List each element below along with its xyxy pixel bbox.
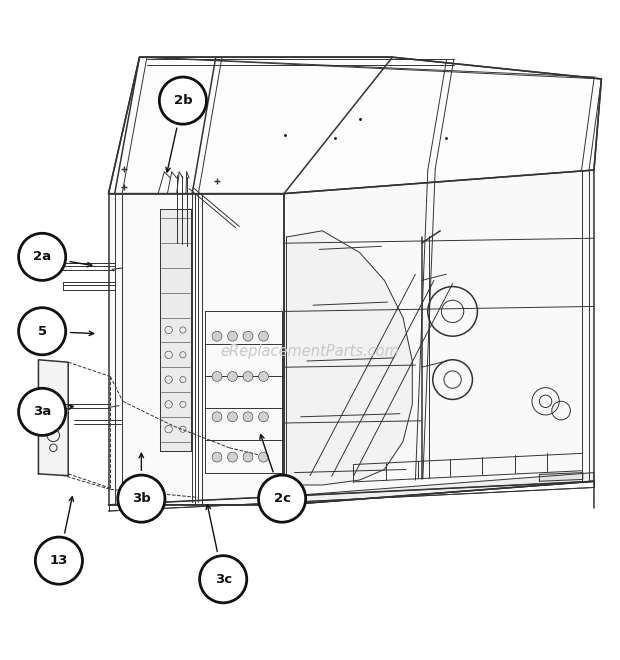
Polygon shape: [285, 473, 594, 505]
Text: 3c: 3c: [215, 573, 232, 585]
Circle shape: [243, 331, 253, 341]
Circle shape: [259, 452, 268, 462]
Circle shape: [228, 331, 237, 341]
Text: 3b: 3b: [132, 492, 151, 505]
Circle shape: [259, 475, 306, 522]
Circle shape: [228, 452, 237, 462]
Text: 2b: 2b: [174, 94, 192, 107]
Circle shape: [19, 388, 66, 436]
Polygon shape: [38, 360, 68, 476]
Circle shape: [243, 412, 253, 422]
Polygon shape: [286, 231, 412, 485]
Circle shape: [243, 372, 253, 381]
Circle shape: [19, 233, 66, 280]
Circle shape: [200, 556, 247, 603]
Text: 2a: 2a: [33, 250, 51, 263]
Polygon shape: [284, 170, 594, 505]
Text: eReplacementParts.com: eReplacementParts.com: [221, 345, 399, 359]
Circle shape: [118, 475, 165, 522]
Circle shape: [259, 412, 268, 422]
Polygon shape: [539, 473, 583, 481]
Text: 5: 5: [38, 325, 46, 338]
Polygon shape: [108, 57, 601, 193]
Polygon shape: [108, 193, 284, 505]
Text: 13: 13: [50, 554, 68, 567]
Circle shape: [19, 308, 66, 355]
Circle shape: [212, 412, 222, 422]
Circle shape: [212, 452, 222, 462]
Polygon shape: [160, 209, 191, 451]
Circle shape: [259, 331, 268, 341]
Text: 2c: 2c: [273, 492, 291, 505]
Circle shape: [159, 77, 206, 124]
Circle shape: [228, 412, 237, 422]
Circle shape: [228, 372, 237, 381]
Circle shape: [35, 537, 82, 584]
Circle shape: [243, 452, 253, 462]
Text: 3a: 3a: [33, 405, 51, 418]
Circle shape: [212, 372, 222, 381]
Circle shape: [212, 331, 222, 341]
Circle shape: [259, 372, 268, 381]
